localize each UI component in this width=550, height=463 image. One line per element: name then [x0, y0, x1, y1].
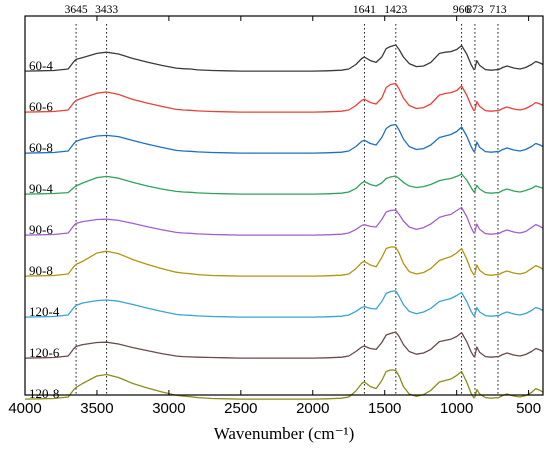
series-label: 60-6 — [29, 99, 53, 114]
spectra-series — [24, 44, 544, 400]
peak-label: 3433 — [95, 4, 118, 16]
x-tick-label: 2000 — [296, 400, 329, 417]
series-line-90-4 — [24, 173, 544, 195]
series-line-60-6 — [24, 82, 544, 113]
x-tick-label: 4000 — [8, 400, 41, 417]
series-label: 90-6 — [29, 222, 53, 237]
series-line-120-6 — [24, 331, 544, 359]
x-tick-label: 1000 — [440, 400, 473, 417]
peak-label: 1423 — [384, 4, 407, 16]
series-label: 60-4 — [29, 58, 53, 73]
x-tick-label: 2500 — [224, 400, 257, 417]
series-line-120-8 — [24, 369, 544, 400]
x-tick-label: 3500 — [80, 400, 113, 417]
x-tick-label: 1500 — [368, 400, 401, 417]
x-tick-label: 3000 — [152, 400, 185, 417]
series-line-60-4 — [24, 44, 544, 72]
series-line-90-8 — [24, 246, 544, 277]
series-label: 60-8 — [29, 140, 53, 155]
series-labels: 60-4 60-6 60-8 90-4 90-6 90-8 120-4 120-6 120-8 — [29, 58, 60, 401]
plot-frame — [24, 15, 544, 396]
series-label: 120-8 — [29, 386, 59, 401]
series-label: 90-8 — [29, 263, 53, 278]
x-axis-title: Wavenumber (cm⁻¹) — [214, 424, 355, 443]
peak-label: 966 — [453, 4, 471, 16]
series-line-120-4 — [24, 290, 544, 318]
series-label: 120-4 — [29, 304, 60, 319]
series-label: 120-6 — [29, 345, 60, 360]
peak-label: 873 — [466, 4, 484, 16]
peak-label: 3645 — [65, 4, 88, 16]
series-label: 90-4 — [29, 181, 53, 196]
x-axis-ticks: 4000 3500 3000 2500 2000 1500 1000 500 — [8, 16, 541, 417]
peak-label: 713 — [489, 4, 507, 16]
series-line-60-8 — [24, 123, 544, 154]
series-line-90-6 — [24, 206, 544, 236]
peak-label: 1641 — [353, 4, 376, 16]
x-tick-label: 500 — [516, 400, 541, 417]
reference-lines — [75, 24, 499, 395]
